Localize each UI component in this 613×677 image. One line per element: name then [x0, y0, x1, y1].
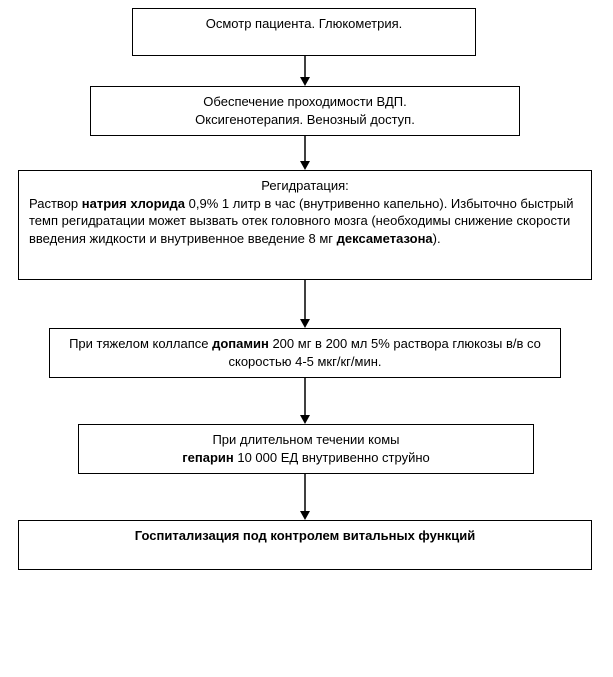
flow-node-n6: Госпитализация под контролем витальных ф… — [18, 520, 592, 570]
flow-node-text: Осмотр пациента. Глюкометрия. — [206, 16, 402, 31]
flow-node-n5: При длительном течении комыгепарин 10 00… — [78, 424, 534, 474]
flow-arrow-4 — [299, 474, 311, 520]
flow-node-text: При тяжелом коллапсе допамин 200 мг в 20… — [69, 336, 541, 369]
flow-node-n4: При тяжелом коллапсе допамин 200 мг в 20… — [49, 328, 561, 378]
flow-node-text: Обеспечение проходимости ВДП.Оксигенотер… — [195, 94, 415, 127]
flow-node-n2: Обеспечение проходимости ВДП.Оксигенотер… — [90, 86, 520, 136]
flow-node-text: При длительном течении комыгепарин 10 00… — [182, 432, 430, 465]
flow-arrow-1 — [299, 136, 311, 170]
flow-node-n3: Регидратация:Раствор натрия хлорида 0,9%… — [18, 170, 592, 280]
flow-node-text: Госпитализация под контролем витальных ф… — [135, 528, 475, 543]
flow-arrow-0 — [299, 56, 311, 86]
flowchart-canvas: Осмотр пациента. Глюкометрия. Обеспечение… — [0, 0, 613, 677]
flow-arrow-2 — [299, 280, 311, 328]
flow-arrow-3 — [299, 378, 311, 424]
flow-node-text: Регидратация:Раствор натрия хлорида 0,9%… — [29, 177, 581, 246]
flow-node-n1: Осмотр пациента. Глюкометрия. — [132, 8, 476, 56]
